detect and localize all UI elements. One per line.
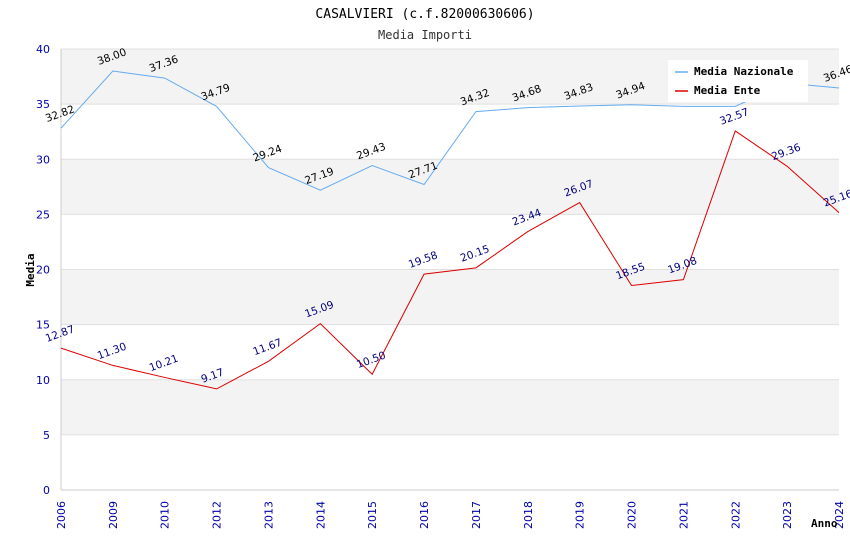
x-tick-label: 2018 <box>522 501 535 529</box>
y-tick-label: 25 <box>36 208 50 221</box>
x-tick-label: 2022 <box>729 501 742 529</box>
x-tick-label: 2012 <box>211 501 224 529</box>
chart-subtitle: Media Importi <box>378 28 472 42</box>
legend-label-ente: Media Ente <box>694 84 761 97</box>
legend: Media Nazionale Media Ente <box>668 60 808 102</box>
x-axis-ticks: 2006 2009 2010 2012 2013 2014 2015 2016 2017 2018… <box>55 501 846 529</box>
series-lines <box>60 70 840 390</box>
series-line-nazionale <box>60 70 840 191</box>
chart-title: CASALVIERI (c.f.82000630606) <box>315 7 534 22</box>
grid-bands <box>61 49 839 490</box>
y-tick-label: 10 <box>36 374 50 387</box>
grid-band <box>61 379 839 435</box>
grid-band <box>61 104 839 160</box>
x-tick-label: 2020 <box>626 501 639 529</box>
grid-lines <box>60 48 839 491</box>
y-tick-label: 5 <box>43 429 50 442</box>
y-tick-label: 0 <box>43 484 50 497</box>
x-axis-label: Anno <box>811 517 838 530</box>
y-axis-label: Media <box>24 253 37 286</box>
x-tick-label: 2024 <box>833 501 846 529</box>
x-tick-label: 2023 <box>781 501 794 529</box>
x-tick-label: 2013 <box>262 501 275 529</box>
x-tick-label: 2009 <box>107 501 120 529</box>
x-tick-label: 2016 <box>418 501 431 529</box>
legend-box <box>668 60 808 102</box>
grid-band <box>61 434 839 490</box>
grid-band <box>61 324 839 380</box>
x-tick-label: 2019 <box>574 501 587 529</box>
grid-band <box>61 269 839 325</box>
x-tick-label: 2021 <box>677 501 690 529</box>
x-tick-label: 2014 <box>314 501 327 529</box>
x-tick-label: 2010 <box>159 501 172 529</box>
y-axis-ticks: 0 5 10 15 20 25 30 35 40 <box>36 43 50 497</box>
y-tick-label: 15 <box>36 319 50 332</box>
x-tick-label: 2006 <box>55 501 68 529</box>
legend-label-nazionale: Media Nazionale <box>694 65 794 78</box>
grid-band <box>61 214 839 270</box>
series-line-ente <box>60 130 840 390</box>
y-tick-label: 30 <box>36 153 50 166</box>
y-tick-label: 20 <box>36 264 50 277</box>
x-tick-label: 2015 <box>366 501 379 529</box>
y-tick-label: 35 <box>36 98 50 111</box>
y-tick-label: 40 <box>36 43 50 56</box>
x-tick-label: 2017 <box>470 501 483 529</box>
